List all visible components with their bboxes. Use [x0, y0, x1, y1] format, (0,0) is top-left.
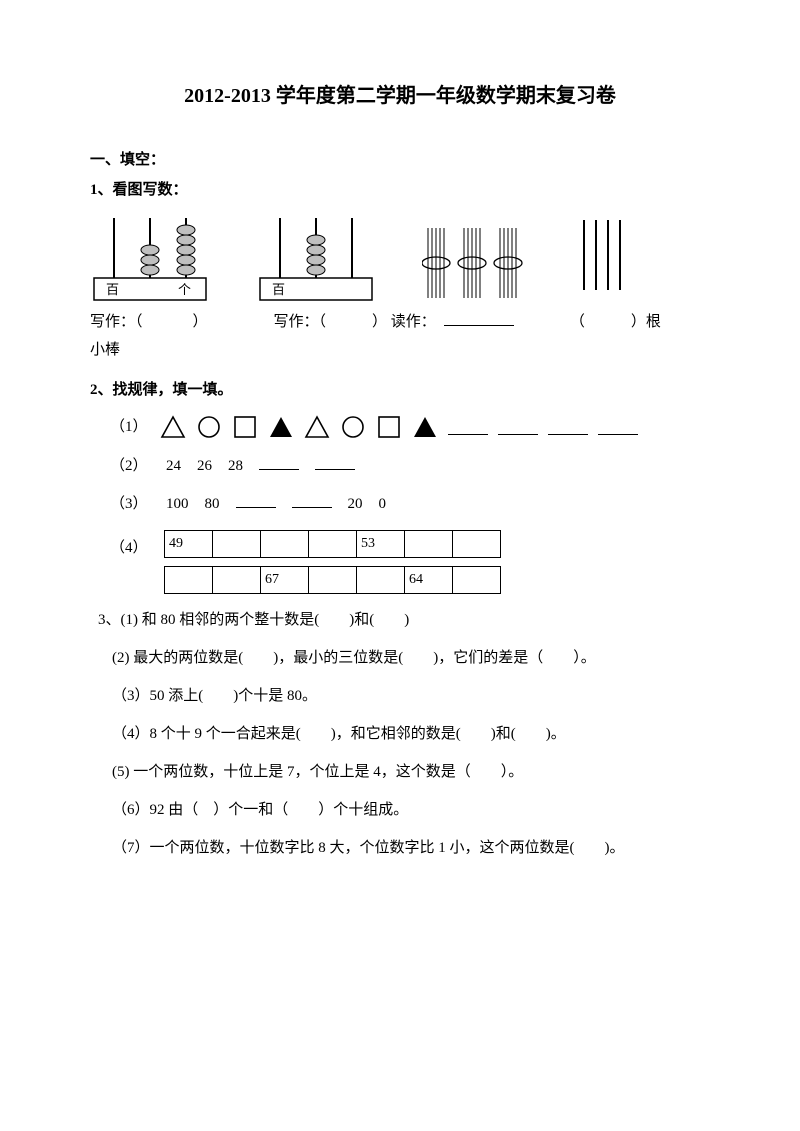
triangle-outline-icon — [304, 414, 330, 440]
q1-heading: 1、看图写数： — [90, 178, 710, 202]
svg-text:百: 百 — [106, 282, 119, 297]
q2-row2: （2） 24 26 28 — [110, 454, 710, 478]
cell[interactable] — [357, 567, 405, 594]
cell[interactable] — [309, 531, 357, 558]
q3-item-2: (2) 最大的两位数是( )，最小的三位数是( )，它们的差是（ ）。 — [112, 646, 710, 670]
circle-outline-icon — [196, 414, 222, 440]
bundles-svg — [422, 224, 532, 302]
seq-num: 26 — [197, 454, 212, 478]
write2-prefix: 写作：（ — [274, 310, 327, 334]
cell[interactable] — [405, 531, 453, 558]
square-outline-icon — [376, 414, 402, 440]
pattern-blank[interactable] — [498, 419, 538, 435]
seq-num: 28 — [228, 454, 243, 478]
svg-text:百: 百 — [272, 282, 285, 297]
q3-item-6: （6）92 由（ ）个一和（ ）个十组成。 — [112, 798, 710, 822]
cell[interactable] — [453, 567, 501, 594]
q2-row1: （1） — [110, 414, 710, 440]
svg-text:个: 个 — [178, 282, 191, 297]
paren-close: ）根 — [631, 310, 661, 334]
page-title: 2012-2013 学年度第二学期一年级数学期末复习卷 — [90, 80, 710, 112]
abacus-2-svg: 百 — [256, 212, 376, 302]
seq-num: 0 — [379, 492, 387, 516]
abacus-1: 百 个 — [90, 212, 210, 302]
cell[interactable] — [165, 567, 213, 594]
seq-blank[interactable] — [236, 492, 276, 508]
q3-item-4: （4）8 个十 9 个一合起来是( )，和它相邻的数是( )和( )。 — [112, 722, 710, 746]
loose-sticks-svg — [578, 216, 628, 294]
seq-blank[interactable] — [315, 454, 355, 470]
circle-outline-icon — [340, 414, 366, 440]
cell[interactable] — [453, 531, 501, 558]
write1-prefix: 写作：（ — [90, 310, 143, 334]
q2-row4: （4） 49 53 67 64 — [110, 530, 710, 594]
q2-r1-label: （1） — [110, 415, 150, 439]
pattern-blank[interactable] — [548, 419, 588, 435]
section1-heading: 一、填空： — [90, 148, 710, 172]
q1-illustration-row: 百 个 百 — [90, 212, 710, 302]
stick-bundles — [422, 224, 532, 302]
small-label: 小棒 — [90, 338, 710, 362]
q3-list: 3、(1) 和 80 相邻的两个整十数是( )和( ) (2) 最大的两位数是(… — [98, 608, 710, 860]
abacus-2: 百 — [256, 212, 376, 302]
q4-table2: 67 64 — [164, 566, 501, 594]
q3-item-7: （7）一个两位数，十位数字比 8 大，个位数字比 1 小，这个两位数是( )。 — [112, 836, 710, 860]
read-blank[interactable] — [444, 310, 514, 326]
q2-row3: （3） 100 80 20 0 — [110, 492, 710, 516]
cell[interactable] — [213, 567, 261, 594]
cell[interactable]: 49 — [165, 531, 213, 558]
q1-write-row: 写作：（ ） 写作：（ ） 读作： （ ）根 — [90, 310, 710, 334]
cell[interactable]: 64 — [405, 567, 453, 594]
triangle-outline-icon — [160, 414, 186, 440]
q3-item-5: (5) 一个两位数，十位上是 7，个位上是 4，这个数是（ ）。 — [112, 760, 710, 784]
write1-suffix: ） — [193, 310, 208, 334]
q4-table1: 49 53 — [164, 530, 501, 558]
seq-num: 100 — [166, 492, 189, 516]
q2-heading: 2、找规律，填一填。 — [90, 378, 710, 402]
write2-mid: ） 读作： — [372, 310, 436, 334]
paren-open: （ — [570, 310, 585, 334]
q2-r4-label: （4） — [110, 530, 150, 560]
cell[interactable] — [261, 531, 309, 558]
seq-num: 24 — [166, 454, 181, 478]
seq-blank[interactable] — [292, 492, 332, 508]
seq-num: 20 — [348, 492, 363, 516]
triangle-solid-icon — [268, 414, 294, 440]
seq-num: 80 — [205, 492, 220, 516]
q2-r3-label: （3） — [110, 492, 150, 516]
seq-blank[interactable] — [259, 454, 299, 470]
loose-sticks — [578, 216, 628, 302]
cell[interactable] — [309, 567, 357, 594]
pattern-blank[interactable] — [598, 419, 638, 435]
triangle-solid-icon — [412, 414, 438, 440]
pattern-blank[interactable] — [448, 419, 488, 435]
cell[interactable]: 53 — [357, 531, 405, 558]
cell[interactable]: 67 — [261, 567, 309, 594]
square-outline-icon — [232, 414, 258, 440]
q3-item-1: (1) 和 80 相邻的两个整十数是( )和( ) — [121, 612, 410, 628]
cell[interactable] — [213, 531, 261, 558]
abacus-1-svg: 百 个 — [90, 212, 210, 302]
q3-item-3: （3）50 添上( )个十是 80。 — [112, 684, 710, 708]
q2-r2-label: （2） — [110, 454, 150, 478]
q3-lead: 3、 — [98, 612, 121, 628]
